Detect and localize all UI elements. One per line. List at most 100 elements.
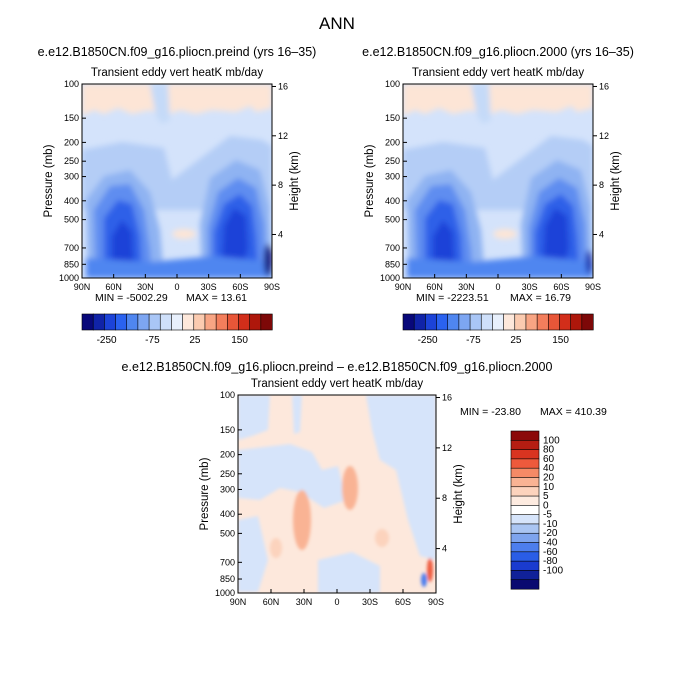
panel2-xtick-label: 60N: [426, 282, 443, 292]
panel2-xtick-label: 90N: [395, 282, 412, 292]
panel1-colorbar-swatch: [126, 313, 139, 331]
panel2-htick-label: 16: [599, 81, 609, 91]
panel1-colorbar: -250 -75 25 150: [81, 313, 273, 346]
panel2-colorbar-swatch: [525, 313, 538, 331]
panel2-htick-label: 8: [599, 180, 604, 190]
panel3-colorbar-label: -20: [543, 528, 558, 539]
panel3-xtick-label: 30S: [362, 597, 378, 607]
panel1-colorbar-swatch: [182, 313, 195, 331]
panel1-ytick-label: 700: [64, 243, 79, 253]
panel2-ytick-label: 500: [385, 215, 400, 225]
panel3-colorbar-swatch: [510, 495, 540, 506]
panel2-ytick-label: 300: [385, 172, 400, 182]
panel3-colorbar-label: -100: [543, 565, 563, 576]
panel2-pole-spot: [586, 250, 592, 274]
panel1-min-label: MIN = -5002.29: [95, 292, 168, 304]
panel1-max-label: MAX = 13.61: [186, 292, 247, 304]
panel1-ytick-label: 200: [64, 137, 79, 147]
stats-layer: MIN = -5002.29 MAX = 13.61 MIN = -2223.5…: [95, 292, 607, 418]
panel2-colorbar-swatch: [413, 313, 426, 331]
panel2-colorbar-swatch: [547, 313, 561, 331]
panel2-ytick-label: 400: [385, 196, 400, 206]
panel3-ytick-label: 500: [220, 528, 235, 538]
panel2-colorbar-label: 150: [552, 335, 569, 346]
panel1-colorbar-swatch: [226, 313, 240, 331]
panel3-colorbar-swatch: [510, 560, 540, 571]
panel3-htick-label: 16: [442, 393, 452, 403]
panel2-xtick-label: 0: [495, 282, 500, 292]
panel3-blue-strip-a: [292, 395, 302, 434]
panel1-xtick-label: 0: [174, 282, 179, 292]
panel3-colorbar-swatch: [510, 551, 540, 562]
panel2-colorbar-swatch: [581, 313, 594, 331]
panel3-edge-spot-b: [421, 573, 427, 587]
panel3-colorbar-swatch: [510, 439, 540, 451]
panel1-field: [82, 84, 272, 278]
panel2-title: e.e12.B1850CN.f09_g16.pliocn.2000 (yrs 1…: [362, 45, 634, 59]
panel1-xtick-label: 30N: [137, 282, 154, 292]
panel1-colorbar-swatch: [137, 313, 150, 331]
panel3-colorbar-swatch: [510, 449, 540, 460]
panel2-ytick-label: 1000: [380, 273, 400, 283]
panel2-colorbar-swatch: [458, 313, 471, 331]
panel2-colorbar-swatch: [492, 313, 505, 331]
panel1-colorbar-swatch: [249, 313, 262, 331]
panel1-peach-region: [82, 84, 272, 116]
main-title: ANN: [319, 14, 355, 33]
panel1-xtick-label: 90N: [74, 282, 91, 292]
panel3-htick-label: 4: [442, 544, 447, 554]
panel1-colorbar-label: 150: [231, 335, 248, 346]
panel2-xtick-label: 60S: [553, 282, 569, 292]
panel2-xtick-label: 30S: [522, 282, 538, 292]
panel1-colorbar-label: -75: [145, 335, 160, 346]
panel2-colorbar-label: 25: [510, 335, 522, 346]
panel1-htick-label: 12: [278, 131, 288, 141]
panel3-max-label: MAX = 410.39: [540, 406, 607, 418]
panel3-htick-label: 12: [442, 443, 452, 453]
panel2-colorbar-label: -75: [466, 335, 481, 346]
panel3-ytick-label: 100: [220, 390, 235, 400]
panel3-warm-core-b: [342, 466, 358, 510]
panel3-y2label: Height (km): [453, 464, 465, 524]
panel1-subtitle: Transient eddy vert heatK mb/day: [91, 67, 263, 79]
panel3-colorbar-swatch: [510, 477, 540, 488]
panel3-xtick-label: 0: [334, 597, 339, 607]
panel3-colorbar-label: -5: [543, 510, 552, 521]
panel2-low-band: [407, 256, 593, 278]
panel3-xtick-label: 60S: [395, 597, 411, 607]
panel1-colorbar-swatch: [148, 313, 161, 331]
panel1-peach-patch: [172, 229, 196, 239]
panel2-nh-core: [433, 220, 455, 272]
panel2-colorbar-swatch: [536, 313, 549, 331]
panel3-colorbar-swatch: [510, 542, 540, 553]
panel1-colorbar-swatch: [104, 313, 117, 331]
panel2-htick-label: 4: [599, 229, 604, 239]
panel3-blue-dip: [318, 552, 380, 593]
panel2-peach-patch: [493, 229, 517, 239]
panel3-colorbar-label: 100: [543, 435, 560, 446]
panel1-ytick-label: 500: [64, 215, 79, 225]
panel2-colorbar-label: -250: [418, 335, 438, 346]
panel3-ytick-label: 1000: [215, 588, 235, 598]
panel1-ytick-label: 400: [64, 196, 79, 206]
panel2-colorbar: -250 -75 25 150: [402, 313, 594, 346]
panel1-sh-core: [222, 208, 248, 262]
panel1-xtick-label: 30S: [201, 282, 217, 292]
panel2-sh-core: [543, 208, 569, 262]
panel3-subtitle: Transient eddy vert heatK mb/day: [251, 378, 423, 390]
panel3-min-label: MIN = -23.80: [460, 406, 521, 418]
panel3-ytick-label: 850: [220, 574, 235, 584]
panel1-xtick-label: 90S: [264, 282, 280, 292]
panel3-xtick-label: 60N: [263, 597, 280, 607]
panel3-warm-core-d: [375, 529, 389, 547]
panel1-colorbar-swatch: [238, 313, 251, 331]
panel3-colorbar-label: 80: [543, 445, 555, 456]
panel3-colorbar-swatch: [510, 467, 540, 478]
panel1-ytick-label: 100: [64, 79, 79, 89]
panel3-colorbar-swatch: [510, 570, 540, 581]
panel2-colorbar-swatch: [447, 313, 460, 331]
panel2-peach-region: [403, 84, 593, 116]
